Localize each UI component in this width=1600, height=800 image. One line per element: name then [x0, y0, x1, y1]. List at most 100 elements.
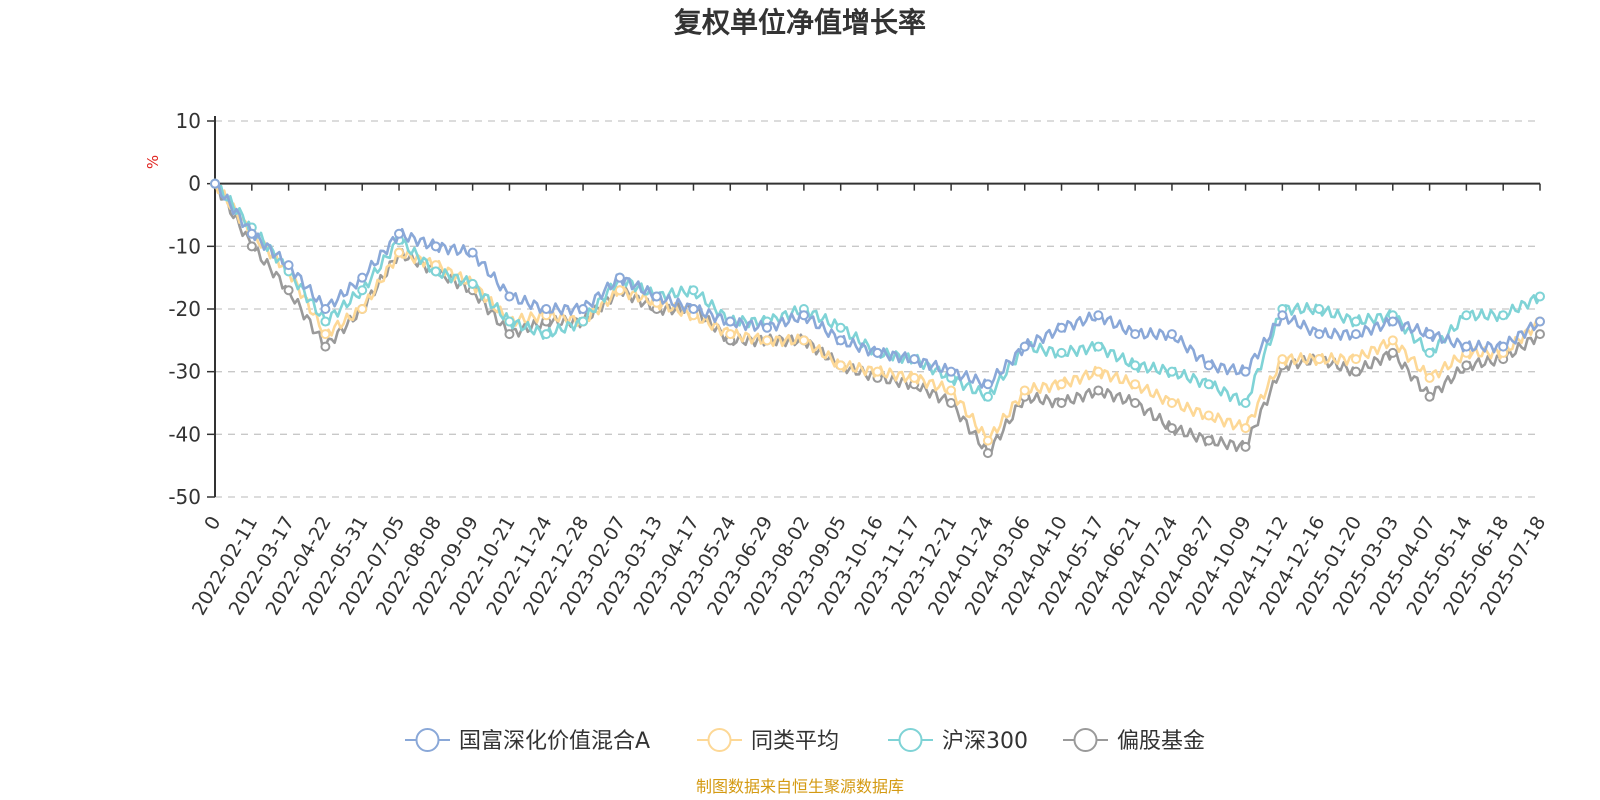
data-point: [357, 304, 368, 314]
data-point: [872, 366, 883, 377]
data-point: [1277, 310, 1288, 321]
data-point: [1240, 441, 1251, 452]
data-point: [725, 329, 736, 340]
data-point: [1093, 341, 1104, 352]
data-point: [725, 316, 736, 327]
data-point: [688, 285, 699, 296]
data-point: [1535, 316, 1545, 327]
data-point: [1130, 360, 1141, 371]
y-axis-unit: %: [144, 155, 162, 169]
data-point: [320, 316, 331, 327]
data-point: [798, 335, 809, 346]
data-point: [1019, 341, 1030, 352]
legend-marker: [707, 728, 732, 752]
data-point: [1535, 329, 1545, 340]
legend-item-2[interactable]: 沪深300: [888, 728, 1028, 754]
data-point: [1240, 423, 1251, 434]
data-point: [467, 278, 478, 289]
data-point: [872, 347, 883, 358]
data-point: [688, 304, 699, 314]
legend-marker: [898, 728, 923, 752]
data-point: [504, 316, 515, 327]
data-point: [1424, 391, 1435, 402]
data-point: [1093, 366, 1104, 377]
data-point: [320, 304, 331, 314]
y-tick-label: 10: [176, 109, 201, 133]
legend-label: 国富深化价值混合A: [459, 729, 650, 754]
data-point: [357, 285, 368, 296]
data-point: [1240, 366, 1251, 377]
legend-marker: [415, 728, 440, 752]
data-point: [283, 285, 294, 296]
data-point: [1166, 329, 1177, 340]
data-point: [798, 310, 809, 321]
data-point: [1498, 310, 1509, 321]
data-point: [1130, 379, 1141, 390]
data-point: [1424, 372, 1435, 383]
legend-item-1[interactable]: 同类平均: [697, 728, 839, 754]
y-tick-label: -40: [168, 422, 201, 446]
data-point: [1203, 410, 1214, 421]
data-point: [430, 241, 441, 252]
data-point: [1350, 366, 1361, 377]
legend[interactable]: 国富深化价值混合A 同类平均 沪深300 偏股基金: [405, 728, 1205, 754]
data-point: [762, 322, 773, 333]
series-lines: [210, 178, 1545, 459]
data-point: [1498, 341, 1509, 352]
data-point: [1424, 347, 1435, 358]
y-tick-label: -10: [168, 234, 201, 258]
legend-item-0[interactable]: 国富深化价值混合A: [405, 728, 650, 754]
data-point: [946, 398, 957, 408]
data-point: [835, 335, 846, 346]
data-point: [1461, 360, 1472, 371]
data-point: [1056, 398, 1067, 408]
data-point: [1277, 354, 1288, 365]
data-point: [1130, 329, 1141, 340]
data-point: [982, 448, 993, 459]
data-point: [1166, 423, 1177, 434]
data-point: [1203, 379, 1214, 390]
data-point: [394, 228, 405, 239]
data-point: [430, 266, 441, 277]
data-point: [1056, 322, 1067, 333]
data-point: [320, 341, 331, 352]
data-point: [946, 366, 957, 377]
data-point: [614, 285, 625, 296]
data-point: [467, 247, 478, 258]
data-point: [1130, 398, 1141, 408]
data-point: [320, 329, 331, 340]
data-point: [1240, 398, 1251, 408]
data-point: [246, 241, 257, 252]
legend-label: 同类平均: [751, 729, 839, 754]
chart-title: 复权单位净值增长率: [674, 6, 926, 39]
legend-item-3[interactable]: 偏股基金: [1063, 728, 1205, 754]
y-tick-label: 0: [188, 172, 201, 196]
data-point: [394, 247, 405, 258]
source-note: 制图数据来自恒生聚源数据库: [696, 777, 904, 796]
data-point: [1314, 304, 1325, 314]
data-point: [283, 260, 294, 271]
data-point: [1387, 347, 1398, 358]
y-axis: 10 0 -10 -20 -30 -40 -50: [168, 109, 216, 509]
data-point: [1424, 329, 1435, 340]
data-point: [1350, 316, 1361, 327]
data-point: [1056, 347, 1067, 358]
data-point: [1461, 341, 1472, 352]
data-point: [1203, 360, 1214, 371]
data-point: [1093, 385, 1104, 396]
series-1: [210, 178, 1545, 446]
data-point: [1166, 366, 1177, 377]
data-point: [1314, 354, 1325, 365]
series-0: [210, 178, 1545, 390]
y-tick-label: -30: [168, 360, 201, 384]
legend-label: 偏股基金: [1117, 729, 1205, 754]
gridlines: [215, 120, 1540, 498]
data-point: [835, 360, 846, 371]
data-point: [651, 291, 662, 302]
data-point: [578, 316, 589, 327]
data-point: [1166, 398, 1177, 408]
data-point: [982, 379, 993, 390]
data-point: [982, 391, 993, 402]
data-point: [1093, 310, 1104, 321]
